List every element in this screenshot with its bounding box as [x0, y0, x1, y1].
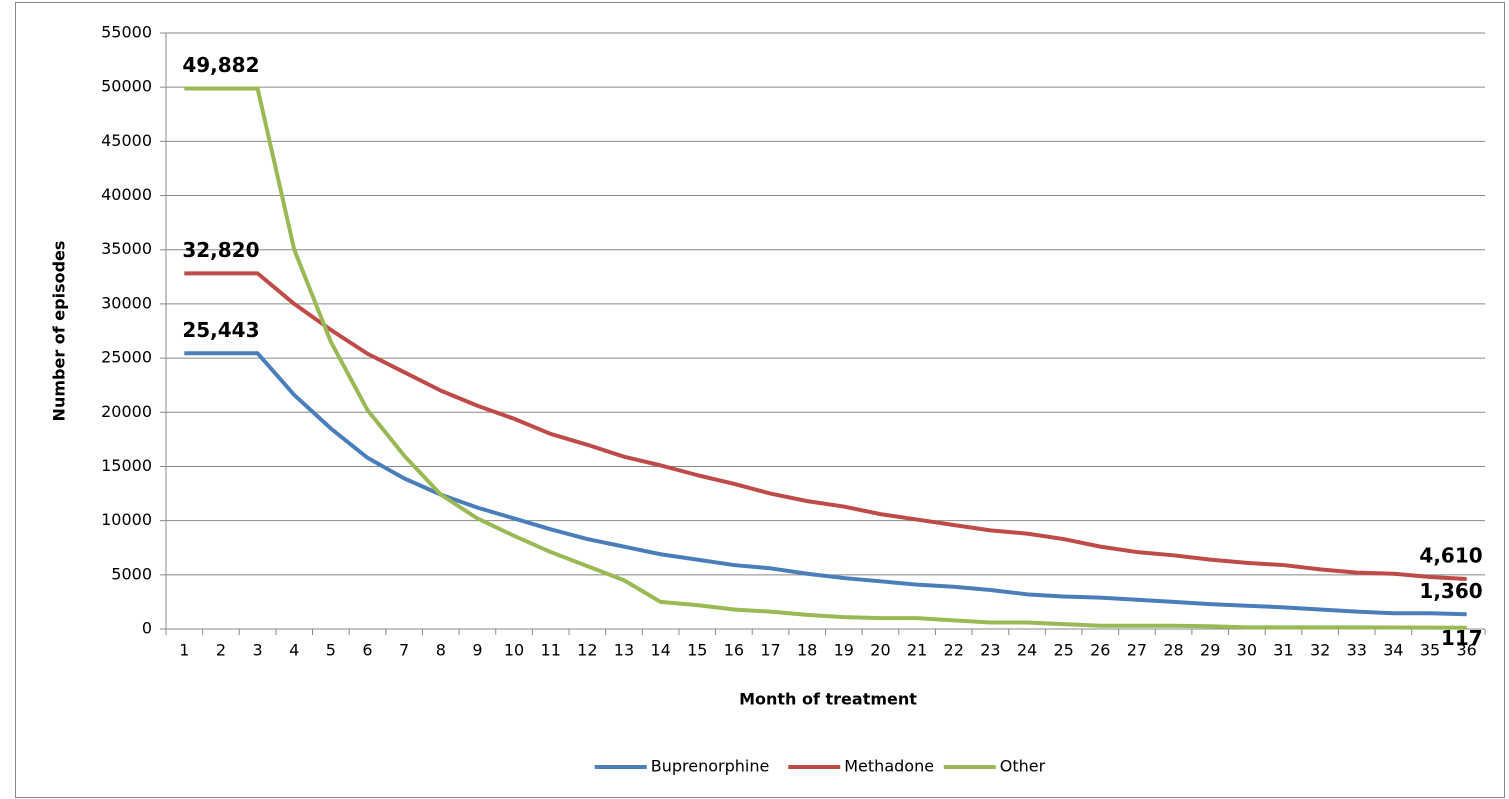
x-tick-label: 11: [541, 641, 561, 660]
x-tick-label: 7: [399, 641, 409, 660]
y-axis-title: Number of episodes: [50, 241, 69, 422]
x-axis-title: Month of treatment: [739, 690, 917, 709]
x-tick-label: 21: [907, 641, 927, 660]
x-tick-label: 14: [650, 641, 670, 660]
data-label: 1,360: [1419, 579, 1482, 603]
data-label: 25,443: [182, 318, 259, 342]
y-tick-label: 10000: [101, 510, 152, 529]
y-tick-label: 0: [142, 619, 152, 638]
x-tick-label: 18: [797, 641, 817, 660]
x-tick-label: 9: [472, 641, 482, 660]
y-tick-label: 5000: [111, 564, 152, 583]
data-label: 49,882: [182, 53, 259, 77]
data-label: 4,610: [1419, 544, 1482, 568]
x-tick-label: 22: [944, 641, 964, 660]
x-tick-label: 28: [1163, 641, 1183, 660]
x-tick-label: 25: [1053, 641, 1073, 660]
x-tick-label: 5: [326, 641, 336, 660]
x-tick-label: 31: [1273, 641, 1293, 660]
x-tick-label: 23: [980, 641, 1000, 660]
x-tick-label: 29: [1200, 641, 1220, 660]
x-tick-label: 16: [724, 641, 744, 660]
x-tick-label: 27: [1127, 641, 1147, 660]
data-label: 117: [1441, 626, 1483, 650]
x-tick-label: 10: [504, 641, 524, 660]
x-tick-label: 4: [289, 641, 299, 660]
x-tick-label: 8: [436, 641, 446, 660]
chart-border: [15, 2, 1505, 798]
series-line: [184, 86, 1467, 630]
x-tick-label: 32: [1310, 641, 1330, 660]
x-tick-label: 13: [614, 641, 634, 660]
x-tick-label: 2: [216, 641, 226, 660]
y-tick-label: 35000: [101, 239, 152, 258]
y-tick-label: 40000: [101, 185, 152, 204]
x-tick-label: 19: [834, 641, 854, 660]
x-tick-label: 26: [1090, 641, 1110, 660]
y-tick-label: 55000: [101, 23, 152, 42]
y-tick-label: 15000: [101, 456, 152, 475]
x-tick-label: 3: [253, 641, 263, 660]
legend-label: Other: [1000, 757, 1046, 776]
x-tick-label: 24: [1017, 641, 1037, 660]
y-tick-label: 30000: [101, 293, 152, 312]
x-tick-label: 34: [1383, 641, 1403, 660]
x-tick-label: 6: [362, 641, 372, 660]
x-tick-label: 30: [1237, 641, 1257, 660]
x-tick-label: 12: [577, 641, 597, 660]
y-tick-label: 50000: [101, 77, 152, 96]
series-line: [184, 351, 1467, 617]
y-tick-label: 45000: [101, 131, 152, 150]
series-line: [184, 271, 1467, 582]
x-tick-label: 33: [1347, 641, 1367, 660]
x-tick-label: 17: [760, 641, 780, 660]
y-tick-label: 25000: [101, 348, 152, 367]
y-tick-label: 20000: [101, 402, 152, 421]
x-tick-label: 20: [870, 641, 890, 660]
legend-label: Buprenorphine: [651, 757, 770, 776]
x-tick-label: 35: [1420, 641, 1440, 660]
data-label: 32,820: [182, 238, 259, 262]
x-tick-label: 36: [1457, 641, 1477, 660]
legend-label: Methadone: [844, 757, 934, 776]
x-tick-label: 15: [687, 641, 707, 660]
x-tick-label: 1: [179, 641, 189, 660]
